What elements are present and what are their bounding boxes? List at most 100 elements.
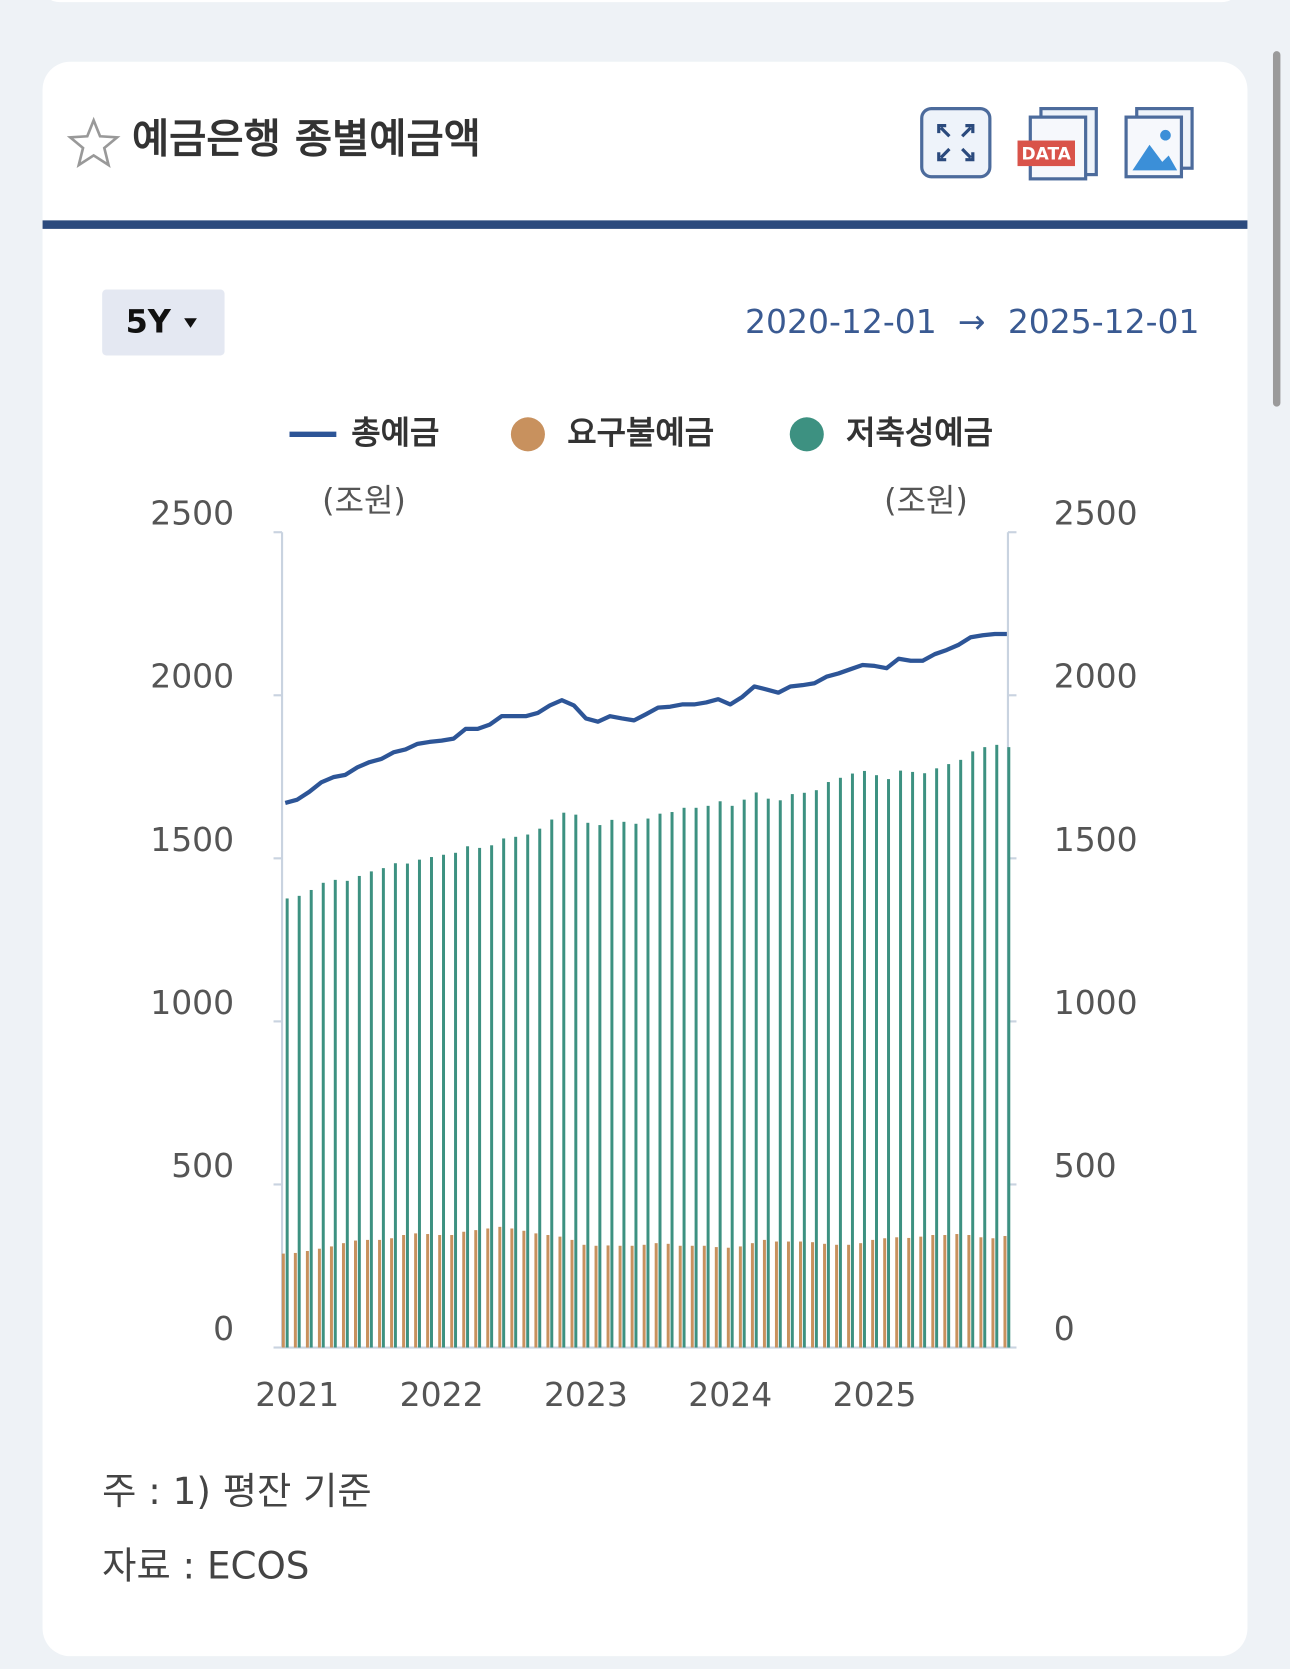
bar	[329, 1246, 333, 1348]
bar	[790, 794, 794, 1348]
bar	[850, 773, 854, 1348]
bar	[762, 1239, 766, 1348]
bar	[911, 771, 915, 1348]
bar	[634, 823, 638, 1348]
start-date[interactable]: 2020-12-01	[745, 302, 937, 341]
y-unit: (조원)	[322, 481, 406, 519]
bar	[678, 1245, 682, 1348]
bar	[811, 1242, 815, 1348]
bar	[486, 1228, 490, 1348]
expand-glyph	[937, 124, 975, 162]
bar	[562, 812, 566, 1348]
bar	[522, 1230, 526, 1348]
bar	[730, 805, 734, 1348]
y2-tick-label: 500	[1054, 1146, 1117, 1185]
bar	[919, 1236, 923, 1348]
y-tick-label: 1000	[150, 983, 234, 1022]
bar	[959, 759, 963, 1348]
bar	[742, 799, 746, 1348]
image-button[interactable]	[1124, 107, 1194, 179]
previous-card	[50, 0, 1231, 3]
bar	[478, 847, 482, 1348]
bar	[706, 805, 710, 1348]
bar	[490, 845, 494, 1348]
bar	[923, 773, 927, 1348]
favorite-star[interactable]	[66, 116, 121, 168]
legend-label: 총예금	[351, 413, 439, 451]
bar	[598, 825, 602, 1348]
legend-item[interactable]: 총예금	[289, 413, 440, 451]
bar	[883, 1238, 887, 1348]
legend-label: 저축성예금	[846, 413, 993, 451]
bar	[714, 1247, 718, 1348]
legend-dot	[789, 417, 824, 452]
expand-button[interactable]	[920, 107, 992, 179]
bar	[838, 777, 842, 1348]
bar	[955, 1234, 959, 1348]
bar	[281, 1253, 285, 1348]
bar	[778, 800, 782, 1348]
y-tick-label: 0	[213, 1309, 234, 1348]
data-button[interactable]: DATA	[1017, 107, 1098, 181]
legend-item[interactable]: 저축성예금	[789, 413, 993, 452]
bar	[738, 1246, 742, 1348]
bar	[658, 813, 662, 1348]
end-date[interactable]: 2025-12-01	[1008, 302, 1200, 341]
bar	[895, 1237, 899, 1348]
bar	[442, 854, 446, 1348]
bar	[474, 1230, 478, 1348]
bar	[321, 882, 325, 1348]
bar	[947, 764, 951, 1348]
period-select[interactable]: 5Y	[102, 289, 225, 356]
bar	[835, 1244, 839, 1348]
x-tick-label: 2022	[400, 1375, 484, 1414]
bar	[293, 1252, 297, 1348]
legend-item[interactable]: 요구불예금	[510, 413, 714, 452]
bar	[967, 1235, 971, 1348]
bar	[1007, 747, 1011, 1348]
y2-tick-label: 1500	[1054, 820, 1138, 859]
bar	[859, 1243, 863, 1348]
bar	[1003, 1235, 1007, 1348]
bar	[622, 821, 626, 1348]
x-tick-label: 2021	[255, 1375, 339, 1414]
bar	[526, 834, 530, 1348]
x-tick-label: 2024	[688, 1375, 772, 1414]
bar	[417, 859, 421, 1348]
bar	[514, 836, 518, 1348]
bar	[333, 879, 337, 1348]
bar	[690, 1245, 694, 1348]
bar	[390, 1238, 394, 1348]
bar	[766, 798, 770, 1348]
bar	[907, 1237, 911, 1348]
bar	[558, 1236, 562, 1348]
bar	[402, 1235, 406, 1348]
bar	[899, 770, 903, 1348]
bar	[381, 868, 385, 1348]
bar	[586, 822, 590, 1348]
y-tick-label: 2000	[150, 657, 234, 696]
y2-tick-label: 2500	[1054, 494, 1138, 533]
bar	[546, 1235, 550, 1348]
bar	[726, 1247, 730, 1348]
bar	[774, 1241, 778, 1348]
img-sun	[1160, 129, 1171, 141]
y-tick-label: 1500	[150, 820, 234, 859]
bar	[694, 807, 698, 1348]
bar	[847, 1244, 851, 1348]
bar	[450, 1235, 454, 1348]
bar	[610, 819, 614, 1348]
bar	[285, 898, 289, 1348]
legend-dot	[510, 417, 545, 452]
bar	[871, 1239, 875, 1348]
bar	[995, 744, 999, 1348]
bar	[502, 838, 506, 1348]
bar	[983, 747, 987, 1348]
bar	[754, 792, 758, 1348]
bar	[570, 1239, 574, 1348]
bar	[498, 1226, 502, 1348]
bar	[582, 1244, 586, 1348]
header-rule	[42, 220, 1248, 229]
